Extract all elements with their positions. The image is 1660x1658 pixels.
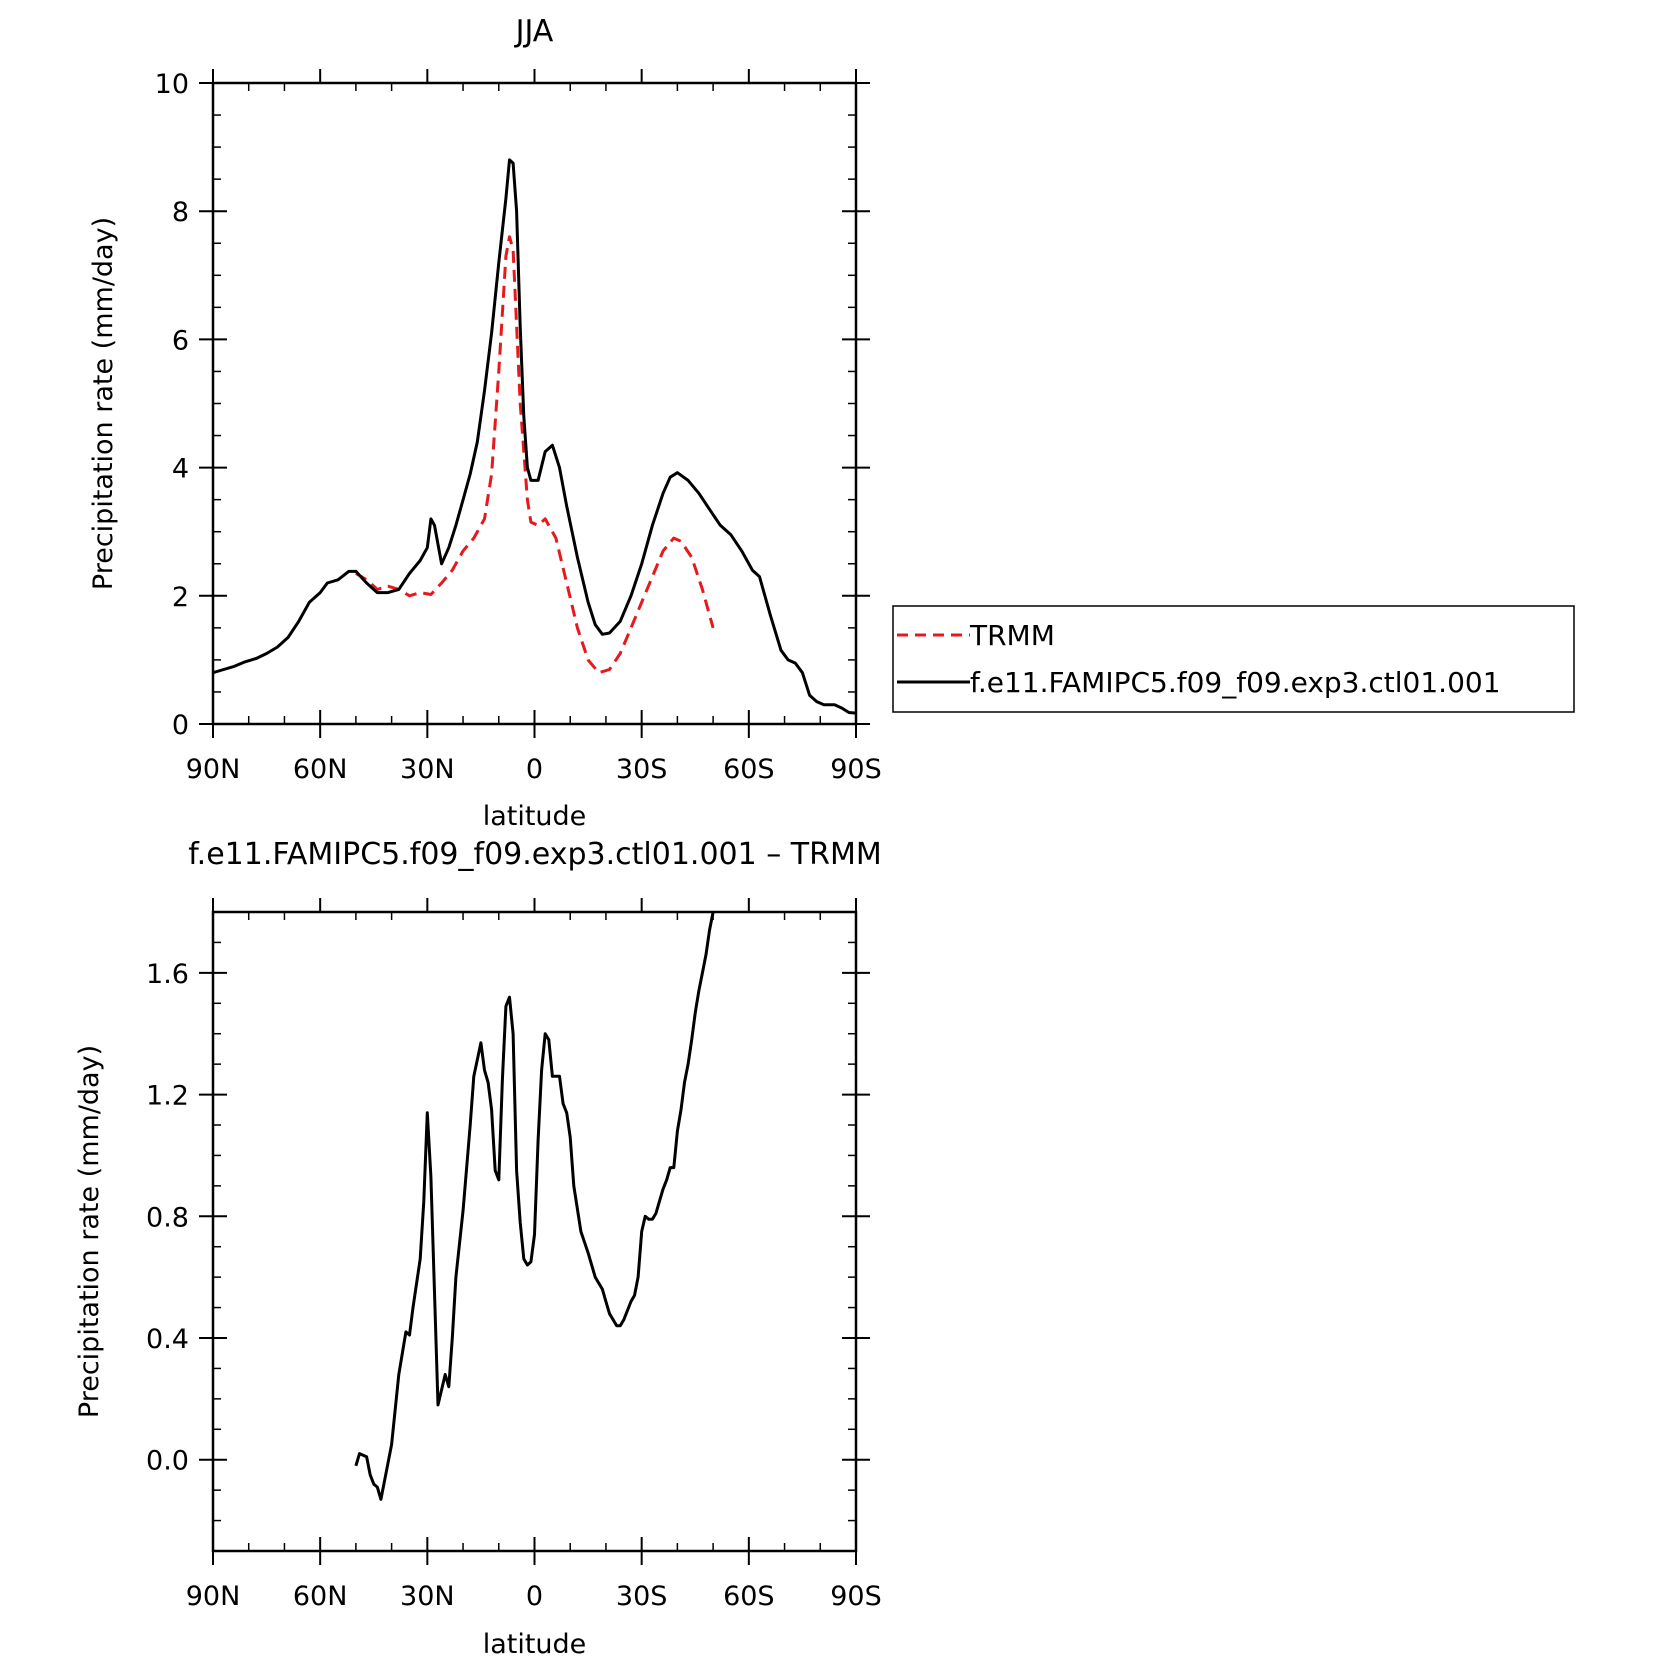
bottom-x-tick-label: 90S: [830, 1581, 882, 1612]
top-chart-xlabel: latitude: [483, 801, 587, 832]
top-y-tick-label: 0: [172, 710, 189, 741]
top-x-tick-label: 30N: [400, 754, 455, 785]
top-x-tick-label: 60N: [293, 754, 348, 785]
top-chart-legend: TRMM f.e11.FAMIPC5.f09_f09.exp3.ctl01.00…: [892, 605, 1575, 713]
bottom-chart-panel: f.e11.FAMIPC5.f09_f09.exp3.ctl01.001 – T…: [74, 837, 882, 1658]
top-chart-frame: [211, 81, 858, 726]
bottom-x-tick-label: 30N: [400, 1581, 455, 1612]
top-series-line-0: [355, 235, 715, 675]
bottom-y-tick-label: 1.2: [146, 1081, 189, 1112]
bottom-series-line-0: [354, 911, 715, 1501]
top-x-tick-label: 0: [526, 754, 543, 785]
bottom-x-tick-label: 90N: [186, 1581, 241, 1612]
bottom-y-tick-label: 1.6: [146, 959, 189, 990]
top-y-tick-label: 2: [172, 582, 189, 613]
bottom-y-tick-label: 0.0: [146, 1446, 189, 1477]
bottom-x-tick-label: 60S: [723, 1581, 775, 1612]
bottom-y-tick-label: 0.4: [146, 1324, 189, 1355]
top-chart-panel: JJA latitude Precipitation rate (mm/day)…: [88, 14, 882, 832]
bottom-chart-title: f.e11.FAMIPC5.f09_f09.exp3.ctl01.001 – T…: [188, 837, 881, 872]
bottom-chart-xlabel: latitude: [483, 1629, 587, 1658]
top-y-tick-label: 4: [172, 454, 189, 485]
top-chart-ylabel: Precipitation rate (mm/day): [88, 217, 119, 590]
top-chart-ticks: 90N 60N 30N 0 30S 60S 90S 0 2 4 6 8 10: [155, 69, 882, 785]
top-series-line-1: [212, 158, 857, 715]
top-x-tick-label: 30S: [616, 754, 668, 785]
bottom-x-tick-label: 60N: [293, 1581, 348, 1612]
legend-label-trmm: TRMM: [969, 619, 1055, 652]
bottom-x-tick-label: 30S: [616, 1581, 668, 1612]
top-y-tick-label: 10: [155, 69, 189, 100]
legend-label-model: f.e11.FAMIPC5.f09_f09.exp3.ctl01.001: [970, 666, 1501, 699]
bottom-chart-series: [354, 911, 715, 1501]
top-x-tick-label: 90S: [830, 754, 882, 785]
bottom-chart-frame: [211, 910, 858, 1553]
top-x-tick-label: 60S: [723, 754, 775, 785]
bottom-y-tick-label: 0.8: [146, 1202, 189, 1233]
legend-box: [892, 605, 1575, 713]
top-x-tick-label: 90N: [186, 754, 241, 785]
top-chart-series: [212, 158, 857, 715]
top-chart-title: JJA: [514, 14, 554, 49]
bottom-chart-ticks: 90N 60N 30N 0 30S 60S 90S 0.0 0.4 0.8 1.2 1.6: [146, 898, 882, 1612]
bottom-chart-ylabel: Precipitation rate (mm/day): [74, 1045, 105, 1418]
top-y-tick-label: 6: [172, 325, 189, 356]
bottom-x-tick-label: 0: [526, 1581, 543, 1612]
top-y-tick-label: 8: [172, 197, 189, 228]
